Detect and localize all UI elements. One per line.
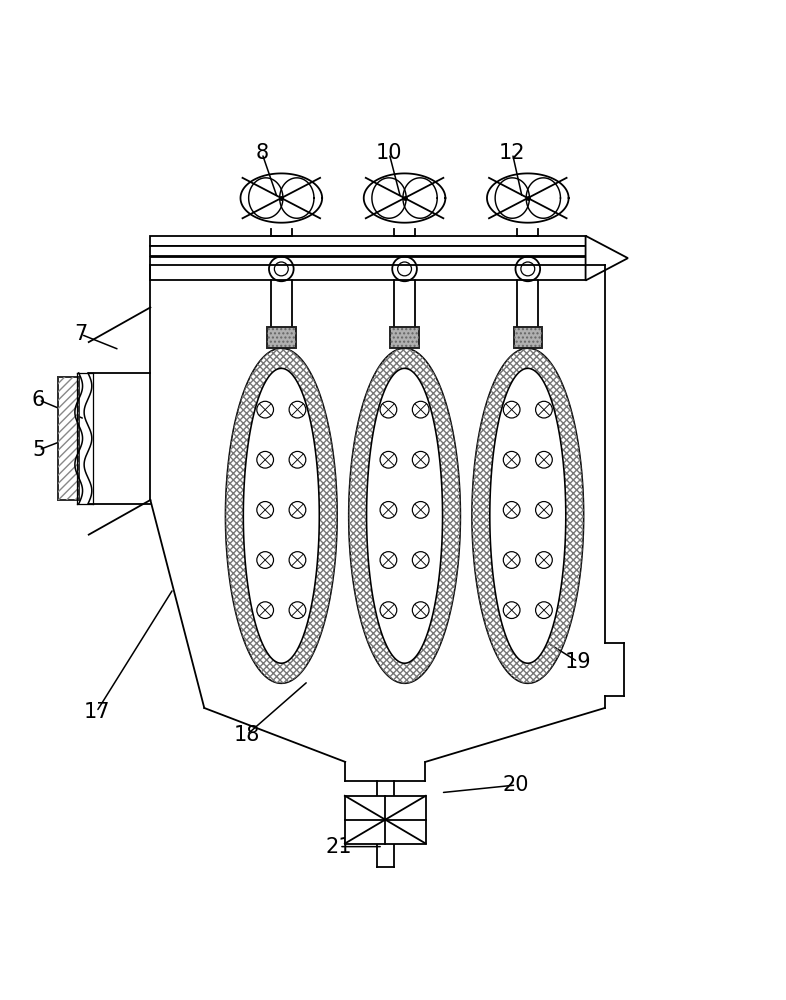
Bar [267,327,296,348]
Bar [345,796,426,844]
Bar [58,377,79,500]
Text: 18: 18 [233,725,260,745]
Polygon shape [586,236,628,280]
Text: 5: 5 [32,440,46,460]
Bar [391,327,419,348]
Bar [150,236,586,246]
Polygon shape [244,368,319,663]
Polygon shape [349,348,461,683]
Text: 12: 12 [499,143,526,163]
Bar [513,327,542,348]
Polygon shape [490,368,566,663]
Bar [150,246,586,256]
Text: 19: 19 [564,652,591,672]
Bar [391,327,419,348]
Text: 8: 8 [255,143,269,163]
Text: 6: 6 [32,390,46,410]
Text: 17: 17 [83,702,110,722]
Polygon shape [366,368,443,663]
Text: 10: 10 [376,143,402,163]
Text: 7: 7 [75,324,88,344]
Polygon shape [472,348,584,683]
Text: 20: 20 [503,775,530,795]
Bar [513,327,542,348]
Bar [58,377,79,500]
Bar [150,257,586,280]
Polygon shape [226,348,337,683]
Bar [267,327,296,348]
Text: 21: 21 [326,837,352,857]
